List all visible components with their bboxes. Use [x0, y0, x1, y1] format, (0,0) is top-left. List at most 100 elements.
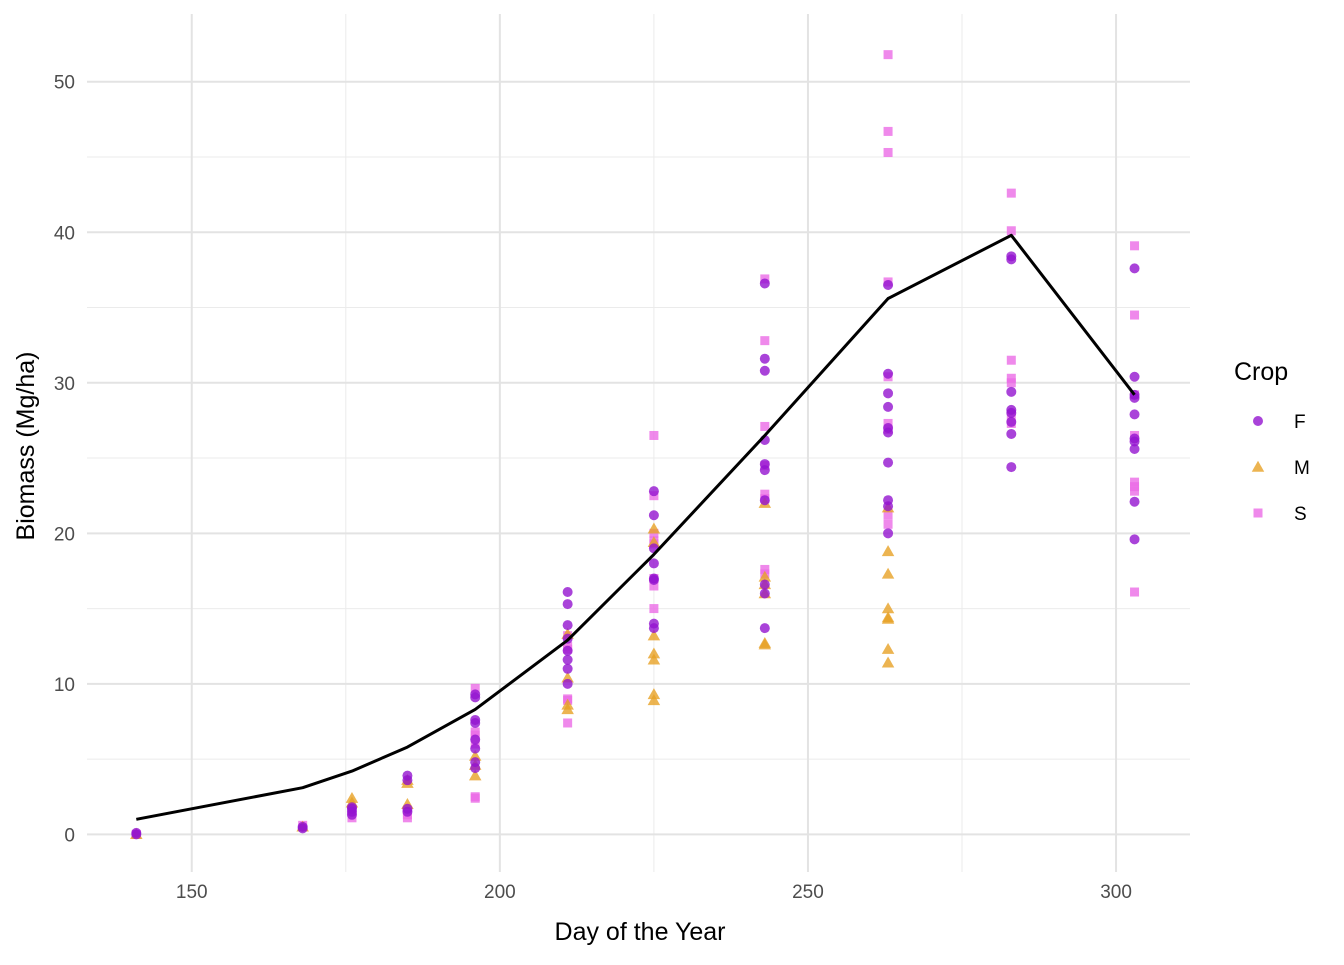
data-point-f: [648, 510, 659, 521]
data-point-s: [1006, 373, 1016, 383]
trend-line: [136, 233, 1136, 821]
data-point-s: [1130, 477, 1140, 487]
data-point-f: [470, 717, 481, 728]
data-point-f: [562, 587, 573, 598]
data-point-f: [402, 775, 413, 786]
data-point-s: [1130, 241, 1140, 251]
data-point-f: [1129, 392, 1140, 403]
data-point-m: [881, 656, 895, 668]
y-axis-title: Biomass (Mg/ha): [12, 352, 40, 541]
data-point-f: [1006, 386, 1017, 397]
data-point-m: [647, 629, 661, 641]
x-tick-label: 250: [792, 882, 824, 903]
data-point-s: [1006, 378, 1016, 388]
x-tick-label: 300: [1100, 882, 1132, 903]
data-point-f: [883, 501, 894, 512]
data-point-m: [561, 671, 574, 683]
data-point-f: [1006, 254, 1017, 265]
data-point-f: [470, 763, 481, 774]
x-tick-label: 150: [176, 882, 208, 903]
data-point-f: [1006, 428, 1017, 439]
y-tick-label: 20: [54, 524, 75, 545]
legend-key-s: [1253, 508, 1263, 518]
data-point-s: [470, 683, 480, 693]
data-point-m: [647, 536, 661, 548]
data-points-layer: [130, 50, 1140, 840]
y-tick-label: 50: [54, 73, 75, 94]
data-point-s: [760, 489, 770, 499]
legend-label-f: F: [1294, 412, 1306, 433]
data-point-f: [883, 528, 894, 539]
data-point-f: [1129, 436, 1140, 447]
axis-ticks: 150 200 250 300 0 10 20 30 40 50: [54, 73, 1132, 903]
data-point-f: [648, 574, 659, 585]
data-point-f: [759, 353, 770, 364]
data-point-f: [883, 388, 894, 399]
data-point-s: [760, 421, 770, 431]
data-point-m: [468, 749, 482, 761]
data-point-s: [883, 147, 893, 157]
x-tick-label: 200: [484, 882, 516, 903]
data-point-f: [1129, 371, 1140, 382]
data-point-f: [883, 457, 894, 468]
data-point-m: [468, 769, 482, 781]
data-point-s: [1006, 226, 1016, 236]
data-point-s: [1130, 482, 1140, 492]
data-point-s: [883, 519, 893, 529]
data-point-f: [470, 743, 481, 754]
y-tick-label: 30: [54, 374, 75, 395]
data-point-f: [648, 486, 659, 497]
data-point-s: [470, 793, 480, 803]
data-point-s: [1130, 486, 1140, 496]
y-tick-label: 0: [64, 825, 75, 846]
legend-label-m: M: [1294, 458, 1310, 479]
legend-label-s: S: [1294, 504, 1307, 525]
data-point-f: [1006, 407, 1017, 418]
data-point-s: [1130, 310, 1140, 320]
data-point-f: [759, 588, 770, 599]
data-point-f: [759, 495, 770, 506]
legend-key-m: [1251, 460, 1265, 472]
data-point-s: [649, 581, 659, 591]
data-point-s: [760, 564, 770, 574]
legend-title: Crop: [1234, 358, 1288, 386]
legend-key-f: [1253, 416, 1263, 426]
data-point-f: [883, 427, 894, 438]
data-point-s: [649, 604, 659, 614]
data-point-f: [1129, 444, 1140, 455]
grid: [87, 14, 1190, 872]
data-point-f: [562, 663, 573, 674]
data-point-s: [760, 336, 770, 346]
data-point-s: [883, 126, 893, 136]
data-point-m: [881, 567, 895, 579]
data-point-f: [883, 401, 894, 412]
data-point-f: [131, 829, 142, 840]
data-point-f: [470, 692, 481, 703]
x-axis-title: Day of the Year: [555, 918, 726, 946]
data-point-f: [648, 558, 659, 569]
data-point-s: [1006, 355, 1016, 365]
data-point-m: [758, 570, 772, 582]
data-point-m: [647, 653, 661, 665]
data-point-m: [647, 688, 661, 700]
data-point-s: [649, 430, 659, 440]
y-tick-label: 40: [54, 223, 75, 244]
data-point-f: [648, 623, 659, 634]
data-point-f: [562, 599, 573, 610]
data-point-s: [563, 718, 573, 728]
data-point-f: [883, 368, 894, 379]
data-point-f: [759, 579, 770, 590]
data-point-f: [883, 279, 894, 290]
data-point-f: [1129, 534, 1140, 545]
data-point-s: [883, 50, 893, 60]
data-point-m: [881, 602, 895, 614]
data-point-f: [1129, 409, 1140, 420]
data-point-m: [881, 612, 895, 624]
data-point-f: [759, 278, 770, 289]
data-point-f: [346, 803, 357, 814]
data-point-f: [1129, 263, 1140, 274]
data-point-m: [561, 703, 574, 715]
data-point-s: [883, 510, 893, 520]
data-point-m: [881, 642, 895, 654]
